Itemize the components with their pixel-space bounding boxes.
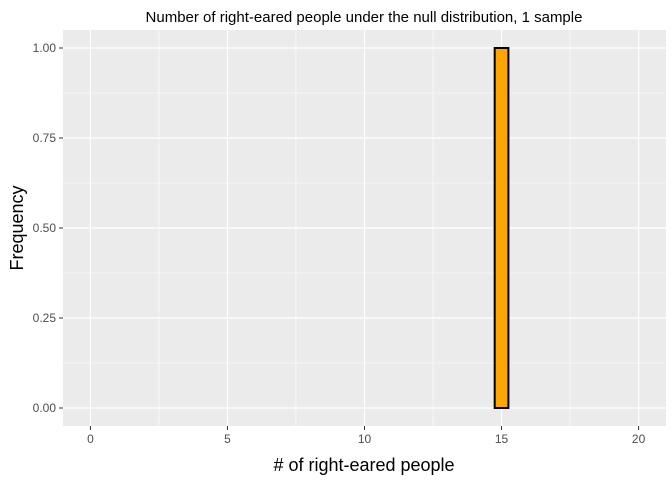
x-axis-title: # of right-eared people: [273, 455, 454, 475]
x-tick-label: 10: [358, 432, 372, 446]
grid-major: [63, 30, 666, 426]
y-tick-label: 0.50: [33, 221, 57, 235]
x-tick-label: 20: [632, 432, 646, 446]
y-axis-title: Frequency: [7, 185, 27, 270]
histogram-bar: [493, 47, 510, 409]
y-tick-label: 0.25: [33, 311, 57, 325]
x-tick-label: 15: [495, 432, 509, 446]
y-tick-label: 0.75: [33, 131, 57, 145]
y-tick-label: 0.00: [33, 401, 57, 415]
x-tick-label: 0: [87, 432, 94, 446]
chart-title: Number of right-eared people under the n…: [146, 9, 583, 26]
y-tick-label: 1.00: [33, 41, 57, 55]
x-tick-label: 5: [224, 432, 231, 446]
y-axis: 0.00 0.25 0.50 0.75 1.00: [33, 41, 63, 415]
bars: [493, 47, 510, 409]
x-axis: 0 5 10 15 20: [87, 426, 646, 446]
